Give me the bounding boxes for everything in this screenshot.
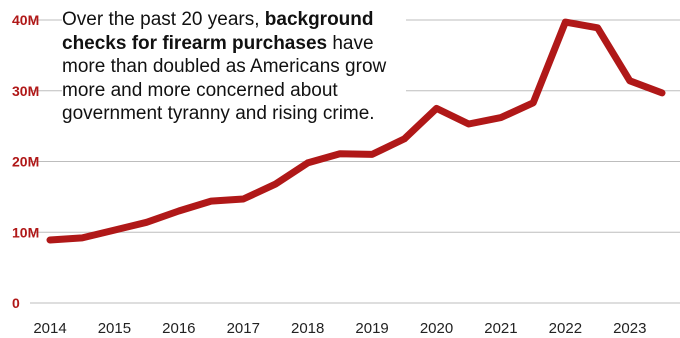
series-layer	[46, 18, 666, 244]
data-point	[468, 123, 470, 125]
x-tick-label: 2023	[613, 320, 646, 337]
annotation-text-end: have more than doubled as Americans grow…	[62, 32, 387, 125]
data-point	[597, 27, 599, 29]
data-point	[436, 107, 438, 109]
series-line	[46, 18, 666, 244]
y-axis: 0 10M 20M 30M 40M	[12, 12, 39, 311]
data-point	[532, 102, 534, 104]
x-axis: 2014 2015 2016 2017 2018 2019 2020 2021 2022 2023	[33, 320, 646, 337]
annotation-text-bold: background checks for firearm purchases	[62, 9, 374, 54]
data-point	[629, 80, 631, 82]
y-tick-label: 40M	[12, 12, 39, 28]
data-point	[113, 229, 115, 231]
x-tick-label: 2021	[484, 320, 517, 337]
y-tick-label: 20M	[12, 154, 39, 170]
x-tick-label: 2022	[549, 320, 582, 337]
data-point	[274, 183, 276, 185]
data-point	[564, 21, 566, 23]
data-point	[210, 200, 212, 202]
data-point	[500, 117, 502, 119]
x-tick-label: 2018	[291, 320, 324, 337]
x-tick-label: 2014	[33, 320, 66, 337]
x-tick-label: 2019	[355, 320, 388, 337]
data-point	[307, 162, 309, 164]
y-tick-label: 0	[12, 295, 20, 311]
chart-annotation: Over the past 20 years, background check…	[62, 8, 406, 126]
data-point	[81, 237, 83, 239]
data-point	[49, 239, 51, 241]
annotation-text-start: Over the past 20 years,	[62, 9, 265, 30]
data-point	[339, 153, 341, 155]
x-tick-label: 2020	[420, 320, 453, 337]
x-tick-label: 2015	[98, 320, 131, 337]
data-point	[178, 210, 180, 212]
data-point	[661, 92, 663, 94]
y-tick-label: 30M	[12, 83, 39, 99]
x-tick-label: 2017	[227, 320, 260, 337]
y-tick-label: 10M	[12, 224, 39, 240]
data-point	[371, 153, 373, 155]
data-point	[146, 221, 148, 223]
data-point	[403, 138, 405, 140]
x-tick-label: 2016	[162, 320, 195, 337]
data-point	[242, 198, 244, 200]
